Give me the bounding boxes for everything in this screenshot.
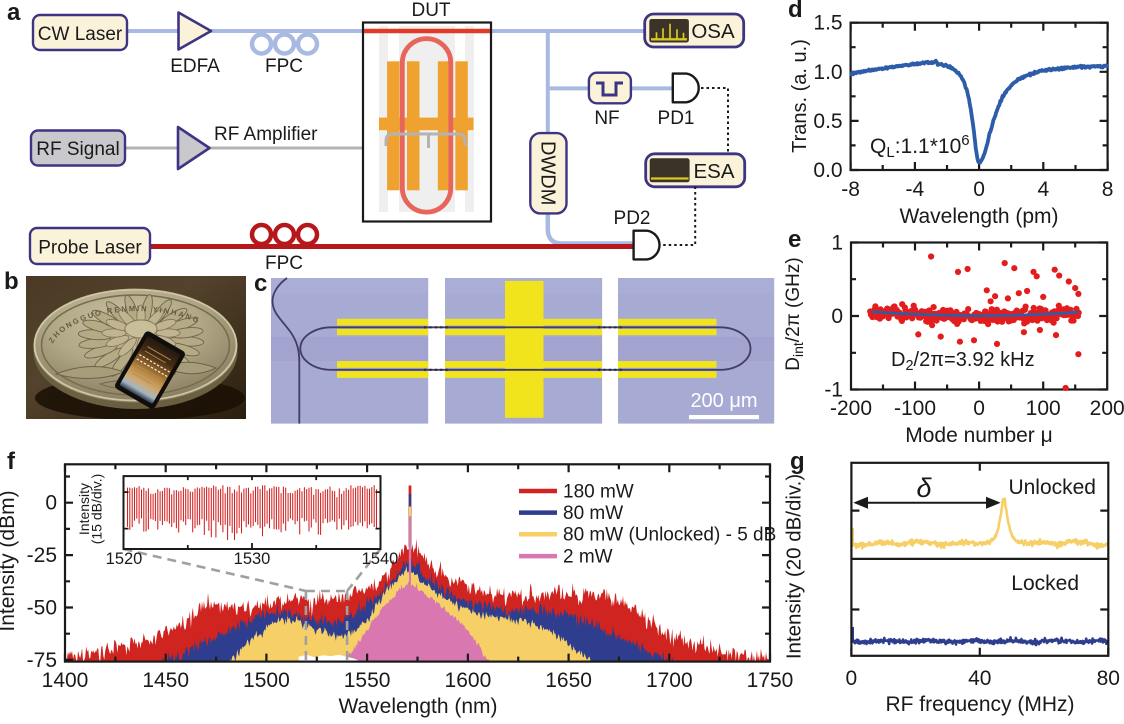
svg-text:RF Signal: RF Signal <box>36 139 119 160</box>
svg-text:0.0: 0.0 <box>813 159 842 182</box>
svg-text:OSA: OSA <box>691 20 735 43</box>
svg-text:δ: δ <box>916 473 932 503</box>
svg-text:Intensity (20 dB/div.): Intensity (20 dB/div.) <box>783 474 806 659</box>
svg-text:0: 0 <box>973 397 985 420</box>
svg-text:e: e <box>788 226 801 253</box>
svg-text:-75: -75 <box>27 649 57 672</box>
svg-text:1.5: 1.5 <box>813 12 842 35</box>
svg-text:FPC: FPC <box>265 56 303 77</box>
svg-text:FPC: FPC <box>265 253 303 274</box>
svg-text:4: 4 <box>1037 178 1049 201</box>
svg-text:1700: 1700 <box>646 669 693 692</box>
svg-text:-8: -8 <box>841 178 860 201</box>
svg-text:40: 40 <box>968 667 991 690</box>
svg-text:0.5: 0.5 <box>813 110 842 133</box>
svg-text:d: d <box>788 0 803 23</box>
svg-text:0: 0 <box>45 492 57 515</box>
svg-text:1650: 1650 <box>545 669 592 692</box>
svg-text:80 mW (Unlocked) - 5 dB: 80 mW (Unlocked) - 5 dB <box>563 525 776 546</box>
svg-text:RF frequency (MHz): RF frequency (MHz) <box>885 693 1074 716</box>
svg-text:1540: 1540 <box>362 550 399 568</box>
svg-text:a: a <box>7 0 21 26</box>
svg-text:200 μm: 200 μm <box>690 390 757 412</box>
svg-text:1.0: 1.0 <box>813 61 842 84</box>
svg-text:0: 0 <box>973 178 985 201</box>
svg-text:QL:1.1*106: QL:1.1*106 <box>870 132 970 161</box>
svg-text:0: 0 <box>846 667 858 690</box>
svg-text:DUT: DUT <box>411 0 450 21</box>
svg-text:RF Amplifier: RF Amplifier <box>214 124 318 145</box>
svg-text:Unlocked: Unlocked <box>1008 476 1096 499</box>
svg-text:DWDM: DWDM <box>536 141 558 205</box>
svg-text:PD1: PD1 <box>658 108 695 129</box>
svg-text:(15 dB/div.): (15 dB/div.) <box>89 474 105 545</box>
svg-text:-4: -4 <box>906 178 925 201</box>
svg-text:1550: 1550 <box>344 669 391 692</box>
svg-text:f: f <box>7 448 16 475</box>
svg-text:1500: 1500 <box>243 669 290 692</box>
svg-text:ESA: ESA <box>693 160 734 183</box>
svg-text:Probe Laser: Probe Laser <box>38 238 142 259</box>
svg-text:-50: -50 <box>27 597 57 620</box>
svg-text:1: 1 <box>831 232 843 255</box>
svg-text:80 mW: 80 mW <box>563 503 623 524</box>
svg-text:200: 200 <box>1090 397 1124 420</box>
svg-text:c: c <box>254 270 267 297</box>
svg-text:8: 8 <box>1102 178 1114 201</box>
svg-text:-100: -100 <box>894 397 936 420</box>
svg-text:b: b <box>4 268 19 295</box>
svg-text:EDFA: EDFA <box>170 56 220 77</box>
svg-text:g: g <box>790 448 805 475</box>
svg-text:1450: 1450 <box>142 669 189 692</box>
svg-text:PD2: PD2 <box>614 208 651 229</box>
svg-text:Wavelength (nm): Wavelength (nm) <box>338 695 497 718</box>
svg-text:NF: NF <box>594 108 619 129</box>
svg-text:1530: 1530 <box>234 550 271 568</box>
svg-text:180 mW: 180 mW <box>563 482 634 503</box>
svg-text:Intensity (dBm): Intensity (dBm) <box>0 490 19 631</box>
svg-text:Dint/2π (GHz): Dint/2π (GHz) <box>783 257 806 370</box>
svg-text:Mode number μ: Mode number μ <box>905 424 1053 447</box>
svg-text:100: 100 <box>1026 397 1061 420</box>
svg-text:-25: -25 <box>27 544 57 567</box>
svg-text:Trans. (a. u.): Trans. (a. u.) <box>789 39 811 153</box>
svg-text:1400: 1400 <box>42 669 89 692</box>
svg-text:CW Laser: CW Laser <box>38 24 123 45</box>
svg-text:80: 80 <box>1097 667 1120 690</box>
svg-text:0: 0 <box>831 305 843 328</box>
svg-text:Intensity: Intensity <box>76 483 92 535</box>
svg-text:-200: -200 <box>830 397 872 420</box>
svg-text:1750: 1750 <box>747 669 794 692</box>
svg-text:Wavelength (pm): Wavelength (pm) <box>899 205 1058 228</box>
svg-text:Locked: Locked <box>1011 572 1079 595</box>
svg-text:D2/2π=3.92 kHz: D2/2π=3.92 kHz <box>891 349 1035 374</box>
svg-text:-1: -1 <box>824 379 843 402</box>
svg-text:2 mW: 2 mW <box>563 547 613 568</box>
svg-text:1520: 1520 <box>106 550 143 568</box>
svg-text:1600: 1600 <box>445 669 492 692</box>
